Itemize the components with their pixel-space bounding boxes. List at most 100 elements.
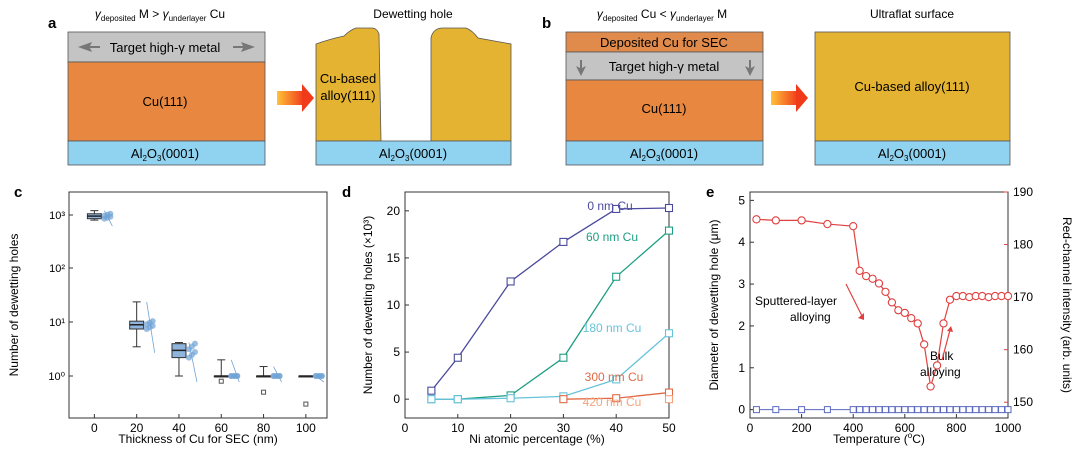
- panel-letter-e: e: [706, 184, 714, 201]
- red-intensity-point-e: [920, 340, 929, 349]
- data-point-d: [559, 237, 568, 246]
- series-label-d: 420 nm Cu: [583, 395, 642, 409]
- panel-letter-a: a: [48, 15, 57, 32]
- condition-b: γdeposited Cu < γunderlayer M: [597, 7, 727, 23]
- down-arrow-icon-left: [576, 60, 586, 76]
- red-intensity-point-e: [900, 308, 909, 318]
- annotation-sputtered-2: alloying: [790, 310, 831, 324]
- ytick-label-d: 0: [393, 392, 400, 406]
- xtick-label-e: 1000: [995, 421, 1022, 435]
- substrate-label-b2: Al2O3(0001): [878, 146, 946, 163]
- ytick-label-left-e: 0: [738, 403, 745, 417]
- diameter-point-e: [772, 406, 780, 414]
- diameter-point-e: [985, 406, 993, 414]
- distribution-line-c: [146, 301, 156, 353]
- data-point-d: [612, 375, 621, 384]
- annotation-sputtered-1: Sputtered-layer: [755, 294, 837, 308]
- data-point-d: [559, 395, 568, 404]
- series-label-d: 300 nm Cu: [585, 370, 644, 384]
- diameter-point-e: [901, 406, 909, 414]
- diameter-point-e: [978, 406, 986, 414]
- data-point-d: [612, 204, 621, 213]
- diameter-point-e: [907, 406, 915, 414]
- panel-c: c 0 20 40 60 80 100 10⁰ 10¹ 10² 10³ Thickness of …: [7, 184, 328, 446]
- series-label-d: 0 nm Cu: [587, 199, 632, 213]
- cu-layer-a: [67, 61, 266, 142]
- series-line-d: [430, 207, 670, 392]
- data-point-c: [191, 340, 198, 347]
- data-point-c: [191, 349, 198, 356]
- plot-frame-e: [749, 191, 1009, 419]
- data-point-d: [427, 395, 436, 404]
- data-point-d: [612, 272, 621, 281]
- series-label-d: 180 nm Cu: [583, 321, 642, 335]
- cu-label-a: Cu(111): [142, 94, 187, 109]
- process-arrowhead-b: [796, 84, 808, 112]
- ytick-label-left-e: 2: [738, 319, 745, 333]
- xlabel-e: Temperature (oC): [833, 431, 925, 446]
- result-title-b: Ultraflat surface: [870, 7, 954, 21]
- ytick-label-right-e: 180: [1013, 238, 1033, 252]
- xtick-label-c: 20: [130, 421, 144, 435]
- outlier-c: [303, 401, 309, 407]
- diameter-point-e: [888, 406, 896, 414]
- red-intensity-point-e: [945, 295, 955, 304]
- ylabel-c: Number of dewetting holes: [7, 234, 21, 377]
- marks-d: 0 nm Cu 60 nm Cu 180 nm Cu 300 nm Cu 420 nm …: [427, 199, 674, 409]
- ytick-label-right-e: 160: [1013, 343, 1033, 357]
- diameter-point-e: [875, 406, 883, 414]
- xtick-label-e: 800: [946, 421, 966, 435]
- panel-letter-b: b: [542, 15, 551, 32]
- distribution-line-c: [104, 210, 113, 227]
- data-point-c: [107, 210, 114, 217]
- metal-label-b: Target high-γ metal: [609, 59, 720, 74]
- data-point-d: [664, 226, 674, 235]
- xtick-label-c: 80: [257, 421, 271, 435]
- ytick-label-c: 10²: [49, 263, 65, 275]
- alloy-island-left: [315, 27, 382, 142]
- diameter-point-e: [856, 406, 864, 414]
- xtick-label-e: 600: [895, 421, 915, 435]
- ytick-label-left-e: 1: [738, 361, 745, 375]
- outlier-c: [218, 378, 224, 384]
- red-intensity-point-e: [932, 361, 942, 370]
- plot-frame-d: [404, 191, 670, 419]
- diameter-point-e: [933, 406, 941, 414]
- alloy-island-right: [430, 27, 512, 142]
- diameter-point-e: [823, 406, 831, 414]
- ticks-c: 0 20 40 60 80 100 10⁰ 10¹ 10² 10³: [48, 210, 316, 435]
- annotation-arrow-bulk: [941, 329, 951, 361]
- red-intensity-point-e: [797, 216, 806, 225]
- sec-label: Deposited Cu for SEC: [600, 35, 728, 50]
- ytick-label-d: 5: [393, 345, 400, 359]
- ytick-label-c: 10⁰: [48, 371, 65, 383]
- ylabel-right-e: Red-channel intensity (arb. units): [1060, 217, 1074, 393]
- diameter-point-e: [894, 406, 902, 414]
- ytick-label-left-e: 3: [738, 277, 745, 291]
- process-arrow-b: [771, 91, 798, 105]
- substrate-a2: [315, 140, 512, 166]
- annotation-arrow-sputtered: [845, 283, 863, 317]
- ylabel-d: Number of dewetting holes (×10³): [361, 216, 375, 394]
- substrate-b1: [565, 140, 764, 166]
- data-point-d: [427, 386, 436, 395]
- data-point-d: [559, 353, 568, 362]
- down-arrow-icon-right: [745, 60, 755, 76]
- red-intensity-point-e: [752, 215, 761, 224]
- data-point-c: [318, 373, 325, 379]
- cu-label-b: Cu(111): [641, 101, 686, 116]
- red-intensity-point-e: [874, 279, 884, 288]
- xtick-label-d: 40: [610, 421, 624, 435]
- xtick-label-c: 0: [91, 421, 98, 435]
- substrate-label-b1: Al2O3(0001): [630, 146, 698, 163]
- annotation-arrowhead-bulk: [947, 326, 953, 332]
- outlier-c: [261, 389, 267, 395]
- data-point-d: [506, 277, 515, 286]
- distribution-line-c: [188, 342, 198, 383]
- panel-letter-d: d: [342, 184, 351, 201]
- diameter-point-e: [914, 406, 922, 414]
- data-point-c: [149, 318, 156, 325]
- ytick-label-right-e: 150: [1013, 395, 1033, 409]
- red-intensity-point-e: [887, 298, 897, 307]
